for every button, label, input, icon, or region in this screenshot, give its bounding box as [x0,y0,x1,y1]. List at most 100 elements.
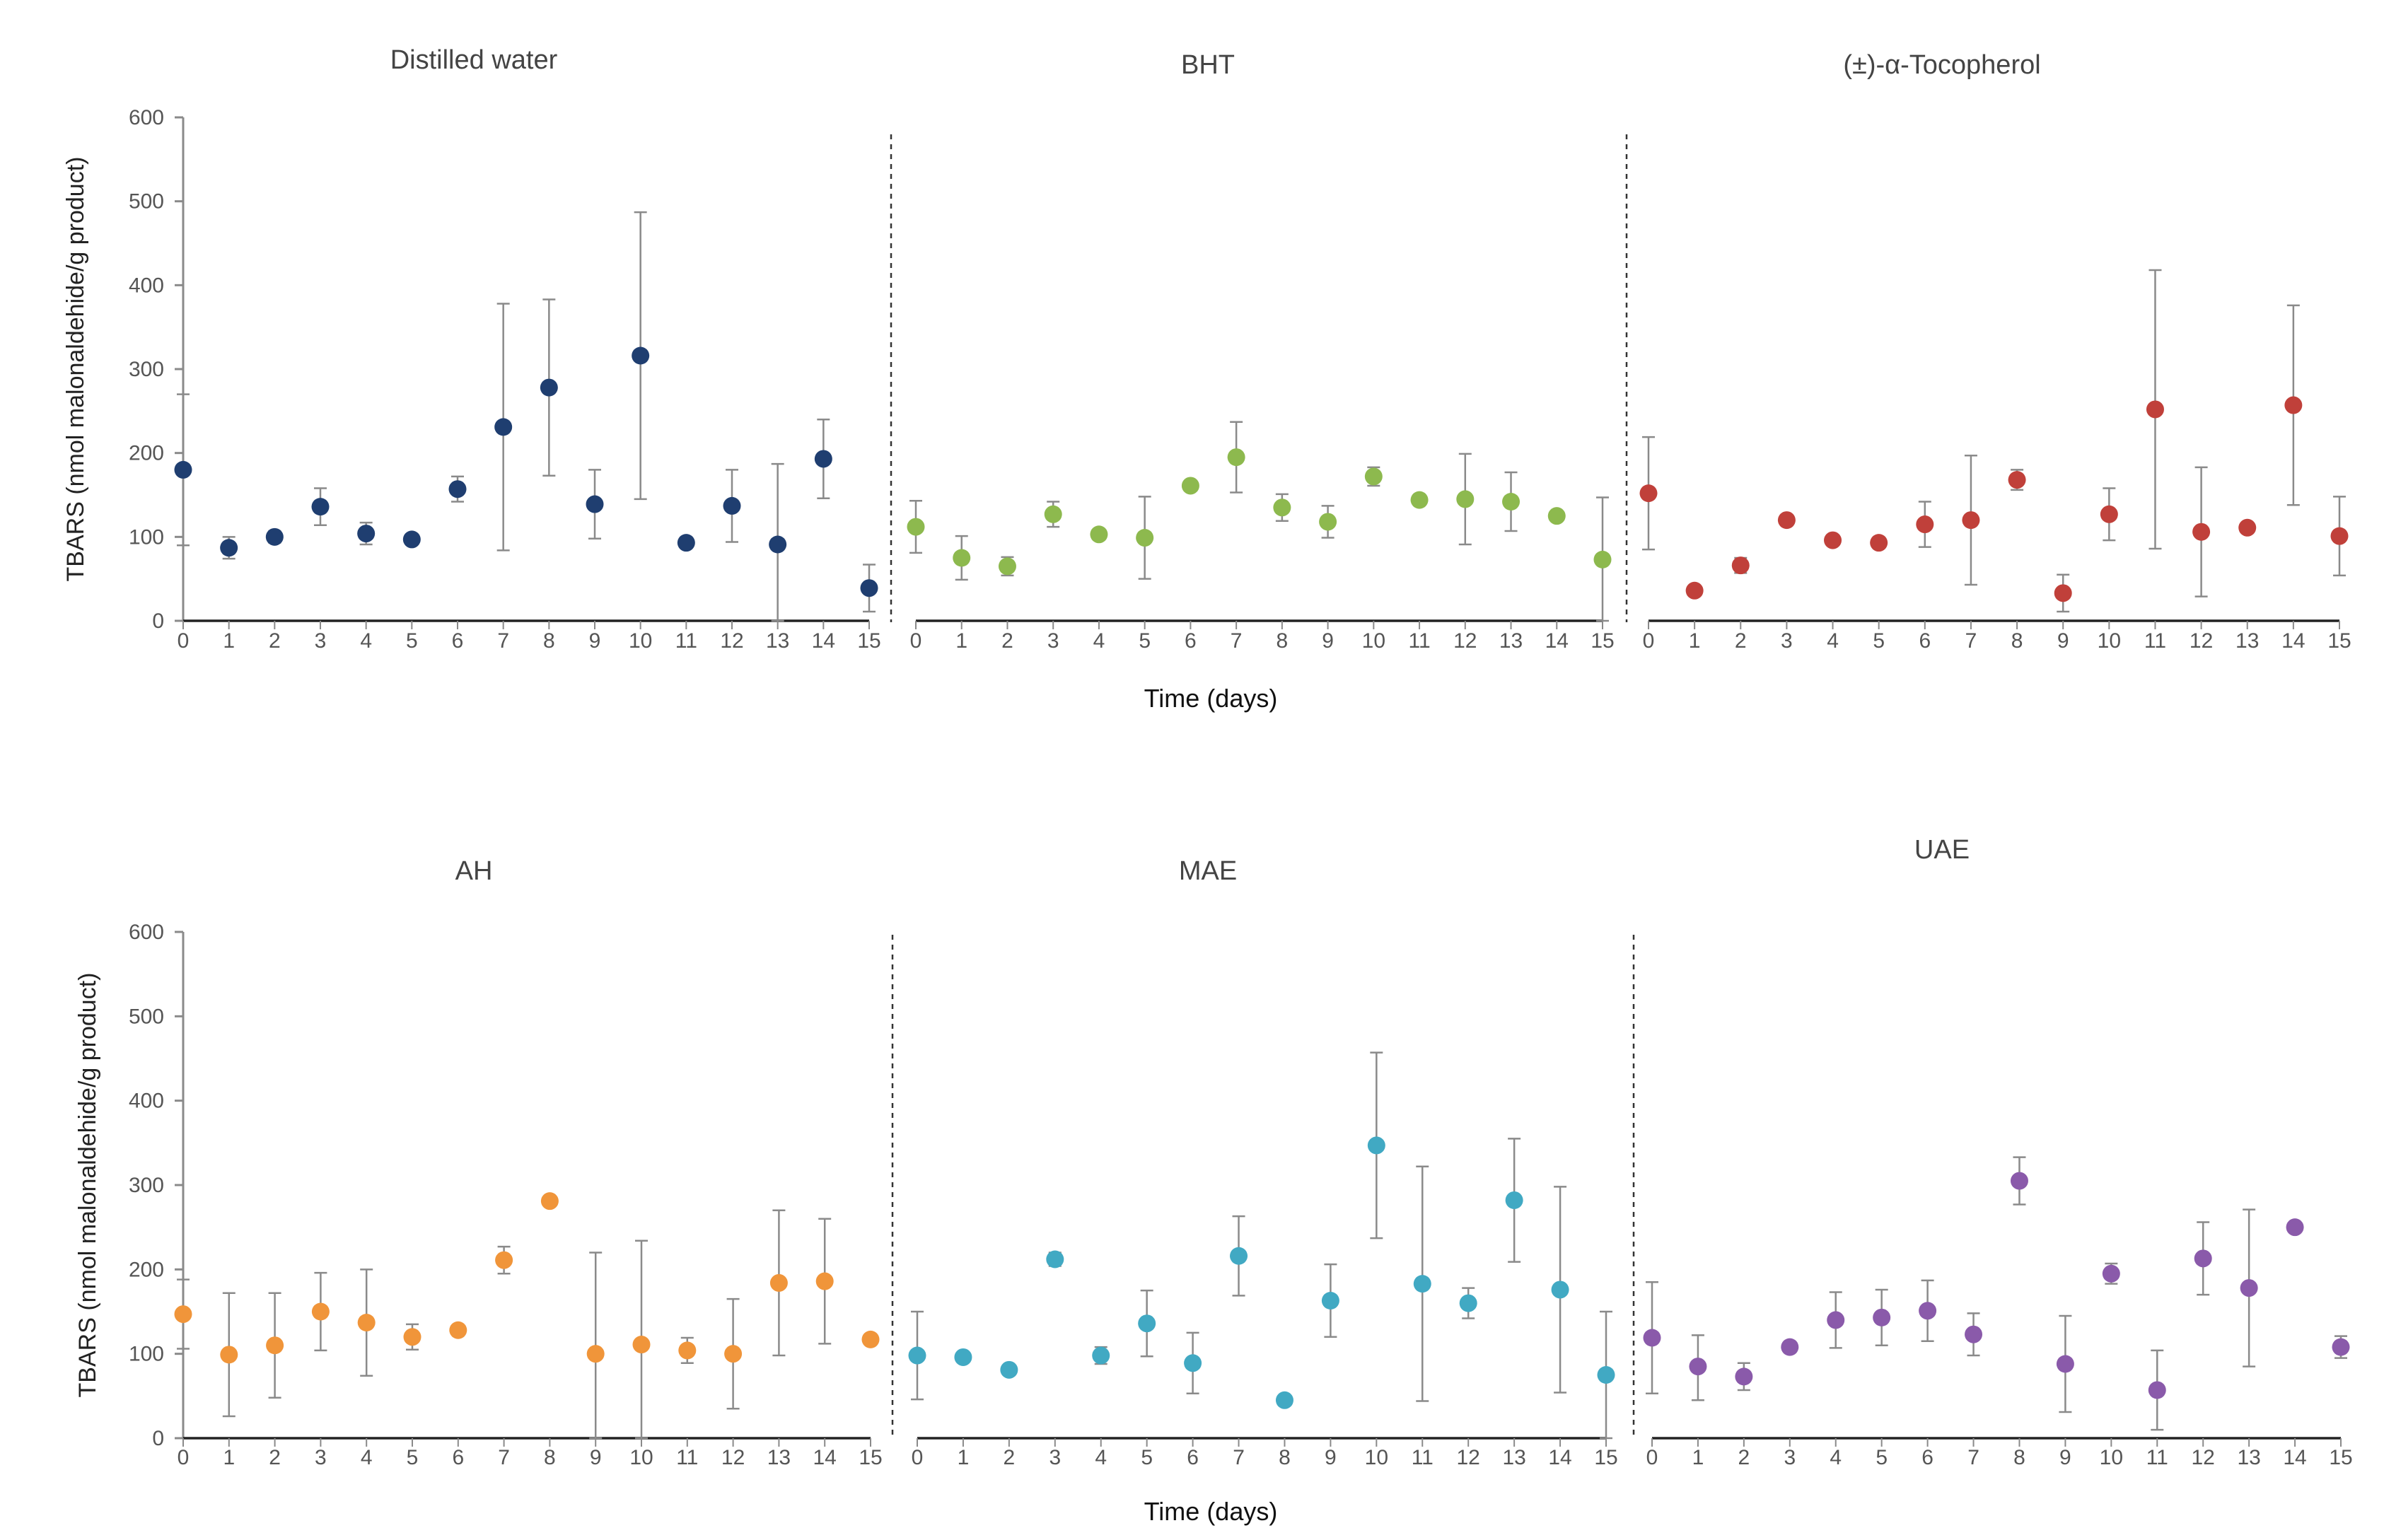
x-tick-label: 6 [452,629,464,653]
x-tick-label: 3 [1781,629,1793,653]
data-point [632,1336,651,1354]
data-point [357,525,376,543]
data-point [266,1336,284,1355]
data-point [174,1305,192,1324]
data-point [402,530,421,549]
data-point [1777,511,1796,530]
x-tick-label: 8 [2013,1446,2025,1469]
data-point [860,579,878,597]
panel-title: UAE [1914,835,1970,865]
x-tick-label: 11 [2144,629,2166,653]
x-tick-label: 2 [269,1446,281,1469]
y-tick-label: 100 [129,525,164,549]
x-tick-label: 13 [1502,1446,1525,1469]
x-tick-label: 8 [544,1446,556,1469]
data-point [1827,1311,1845,1329]
data-point [2102,1264,2120,1283]
data-point [2010,1172,2028,1190]
data-point [1593,550,1612,568]
x-tick-label: 7 [497,629,509,653]
x-tick-label: 11 [2146,1446,2168,1469]
y-tick-label: 600 [129,106,164,129]
x-tick-label: 3 [1047,629,1059,653]
x-tick-label: 15 [1594,1446,1617,1469]
x-tick-label: 2 [1738,1446,1750,1469]
x-tick-label: 4 [1827,629,1839,653]
panel-title: (±)-α-Tocopherol [1843,50,2040,80]
x-tick-label: 7 [1233,1446,1245,1469]
data-point [769,535,787,554]
data-point [1090,525,1108,544]
data-point [814,450,832,468]
x-tick-label: 11 [1412,1446,1434,1469]
data-point [494,418,513,436]
y-tick-label: 0 [152,1427,164,1450]
x-tick-label: 14 [1545,629,1569,653]
x-tick-label: 15 [857,629,880,653]
data-point [1962,511,1980,530]
x-tick-label: 10 [1362,629,1385,653]
data-point [1046,1250,1064,1268]
x-tick-label: 8 [2011,629,2023,653]
data-point [1321,1291,1339,1309]
data-point [723,496,741,515]
y-axis-title: TBARS (nmol malonaldehide/g product) [62,157,89,582]
x-tick-label: 4 [1095,1446,1107,1469]
x-tick-label: 1 [223,629,235,653]
data-point [2194,1249,2212,1268]
x-tick-label: 14 [2281,629,2305,653]
data-point [357,1314,376,1332]
data-point [861,1330,880,1348]
x-tick-label: 14 [812,629,835,653]
x-tick-label: 13 [766,629,789,653]
x-tick-label: 11 [675,629,697,653]
data-point [1413,1275,1431,1293]
x-tick-label: 3 [1049,1446,1061,1469]
y-axis-title: TBARS (nmol malonaldehide/g product) [74,973,101,1398]
x-tick-label: 8 [1279,1446,1291,1469]
x-tick-label: 6 [452,1446,464,1469]
panel-title: AH [455,856,493,886]
data-point [220,539,238,557]
data-point [1459,1294,1477,1312]
x-tick-label: 7 [498,1446,510,1469]
data-point [1597,1366,1615,1384]
y-tick-label: 300 [129,1174,164,1197]
x-tick-label: 2 [1735,629,1747,653]
x-tick-label: 13 [1499,629,1523,653]
x-tick-label: 2 [269,629,281,653]
data-point [1273,498,1291,517]
x-tick-label: 5 [407,1446,419,1469]
x-tick-label: 6 [1185,629,1197,653]
y-tick-label: 100 [129,1343,164,1366]
y-tick-label: 500 [129,190,164,214]
data-point [815,1272,834,1290]
y-tick-label: 400 [129,274,164,297]
data-point [1181,477,1199,495]
y-tick-label: 400 [129,1090,164,1113]
y-tick-label: 500 [129,1005,164,1028]
y-tick-label: 300 [129,358,164,381]
x-tick-label: 9 [589,629,601,653]
data-point [2284,396,2303,414]
x-tick-label: 11 [676,1446,698,1469]
x-tick-label: 5 [1873,629,1885,653]
data-point [769,1273,788,1292]
x-tick-label: 2 [1001,629,1013,653]
data-point [954,1348,972,1366]
data-point [1824,531,1842,549]
data-point [2148,1381,2166,1399]
x-tick-label: 15 [1591,629,1614,653]
x-tick-label: 7 [1967,1446,1979,1469]
x-tick-label: 13 [767,1446,791,1469]
x-tick-label: 1 [955,629,967,653]
x-axis-title: Time (days) [1144,684,1278,713]
x-tick-label: 10 [1365,1446,1388,1469]
x-tick-label: 6 [1919,629,1931,653]
data-point [1184,1354,1202,1372]
data-point [2286,1218,2304,1237]
data-point [1502,492,1520,511]
data-point [1092,1346,1110,1365]
